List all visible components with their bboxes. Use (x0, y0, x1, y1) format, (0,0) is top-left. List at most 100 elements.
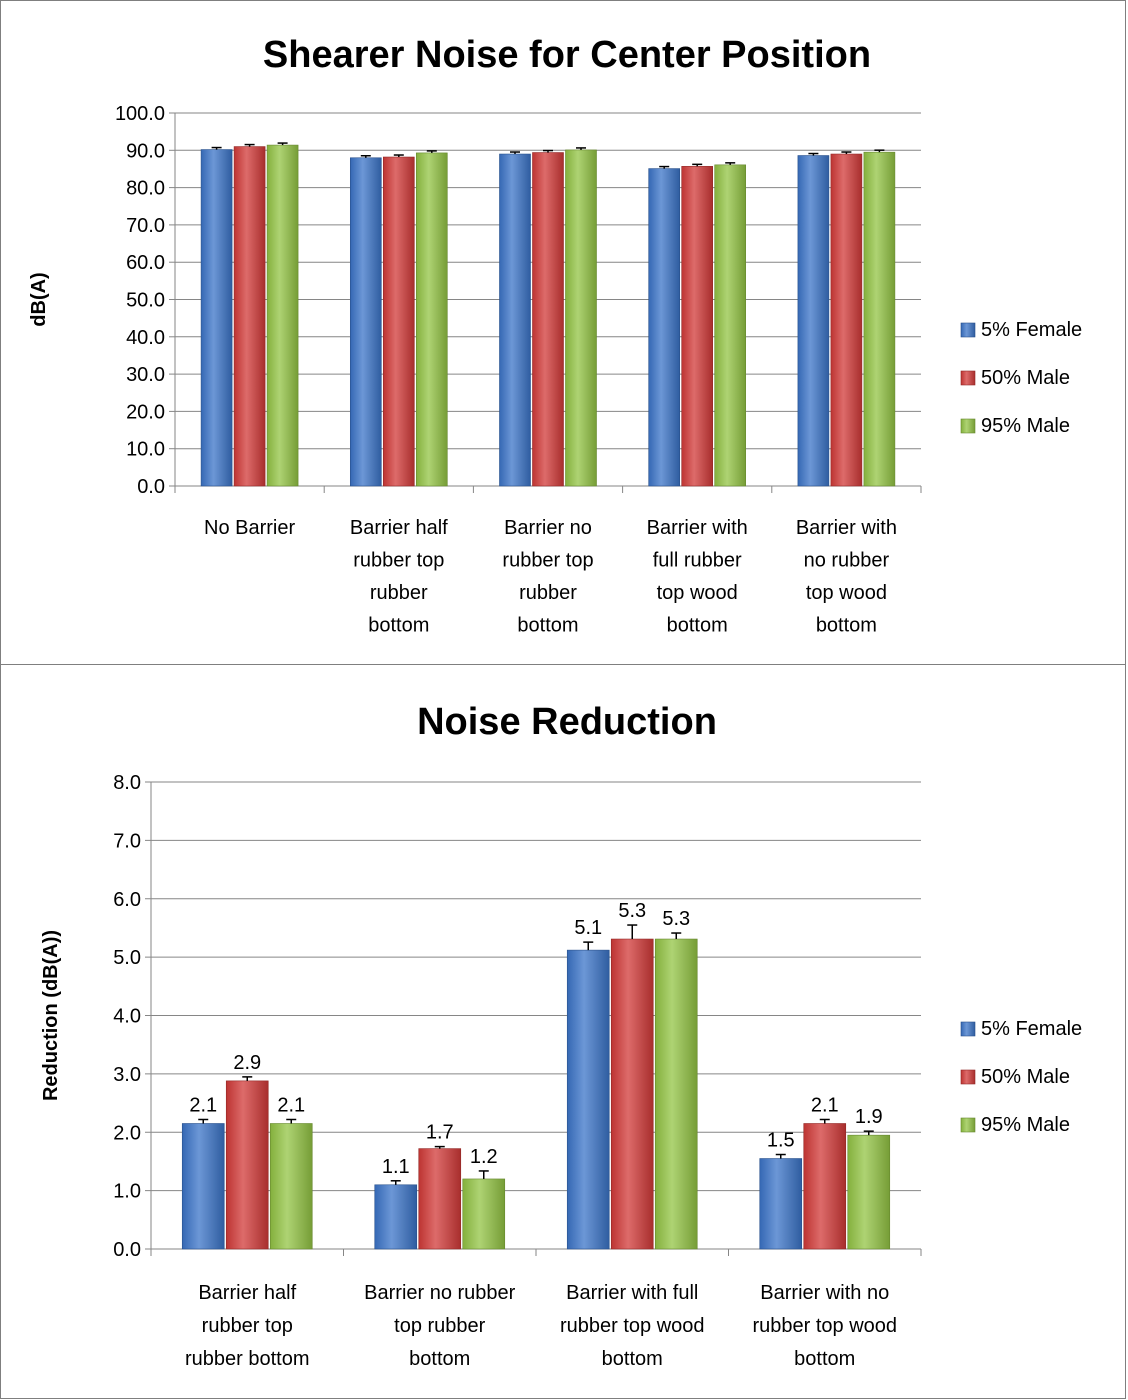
bar-5-female (797, 155, 830, 487)
chart-title: Shearer Noise for Center Position (263, 34, 871, 76)
category-label: bottom (368, 615, 429, 637)
category-label: Barrier with (796, 517, 897, 539)
bar-50-male (382, 156, 415, 487)
y-tick-label: 30.0 (126, 364, 165, 386)
category-label: Barrier with no (760, 1282, 889, 1304)
y-tick-label: 4.0 (113, 1006, 141, 1028)
category-label: top wood (657, 582, 738, 604)
bar-5-female (374, 1184, 418, 1250)
y-tick-label: 2.0 (113, 1122, 141, 1144)
y-tick-label: 6.0 (113, 889, 141, 911)
legend-swatch (960, 1069, 976, 1085)
category-label: bottom (667, 615, 728, 637)
category-label: bottom (794, 1348, 855, 1370)
y-tick-label: 10.0 (126, 439, 165, 461)
y-tick-label: 90.0 (126, 140, 165, 162)
bar-95-male (714, 164, 747, 487)
data-label: 5.3 (662, 908, 690, 930)
category-label: rubber top wood (560, 1315, 705, 1337)
category-label: Barrier no (504, 517, 592, 539)
category-label: bottom (816, 615, 877, 637)
y-tick-label: 70.0 (126, 215, 165, 237)
bar-50-male (225, 1080, 269, 1250)
y-tick-label: 40.0 (126, 327, 165, 349)
data-label: 2.9 (233, 1052, 261, 1074)
legend-label: 5% Female (981, 1018, 1082, 1040)
category-label: rubber top (202, 1315, 293, 1337)
y-tick-label: 100.0 (115, 103, 165, 125)
data-label: 2.1 (277, 1094, 305, 1116)
legend-label: 50% Male (981, 367, 1070, 389)
y-tick-label: 20.0 (126, 401, 165, 423)
data-label: 1.7 (426, 1122, 454, 1144)
chart-panel-shearer-noise: Shearer Noise for Center Position 0.0 10.0… (0, 0, 1126, 666)
y-axis-label: Reduction (dB(A)) (40, 930, 62, 1101)
bar-5-female (648, 168, 681, 487)
data-label: 5.3 (618, 900, 646, 922)
bar-50-male (830, 153, 863, 487)
chart-noise-reduction: Noise Reduction 0.0 1.0 2.0 3.0 4.0 5.0 6.0 7.0 8… (40, 701, 1082, 1370)
y-tick-label: 0.0 (113, 1239, 141, 1261)
bar-5-female (349, 157, 382, 487)
category-label: Barrier no rubber (364, 1282, 516, 1304)
y-tick-label: 60.0 (126, 252, 165, 274)
legend-label: 5% Female (981, 319, 1082, 341)
y-tick-label: 3.0 (113, 1064, 141, 1086)
category-label: bottom (409, 1348, 470, 1370)
data-label: 1.2 (470, 1146, 498, 1168)
category-label: bottom (517, 615, 578, 637)
bar-95-male (269, 1123, 313, 1250)
data-label: 1.5 (767, 1130, 795, 1152)
bar-95-male (266, 144, 299, 487)
y-tick-label: 8.0 (113, 772, 141, 794)
legend-label: 95% Male (981, 1114, 1070, 1136)
chart-shearer-noise: Shearer Noise for Center Position 0.0 10.0… (28, 34, 1082, 637)
bar-50-male (803, 1123, 847, 1250)
category-label: Barrier with (647, 517, 748, 539)
data-label: 2.1 (811, 1094, 839, 1116)
category-label: top wood (806, 582, 887, 604)
bar-95-male (462, 1178, 506, 1250)
bar-95-male (415, 152, 448, 487)
category-label: rubber bottom (185, 1348, 310, 1370)
legend-swatch (960, 1021, 976, 1037)
y-tick-label: 5.0 (113, 947, 141, 969)
y-tick-label: 0.0 (137, 476, 165, 498)
y-tick-label: 1.0 (113, 1181, 141, 1203)
data-label: 5.1 (574, 917, 602, 939)
category-label: Barrier with full (566, 1282, 698, 1304)
category-label: no rubber (804, 550, 890, 572)
bar-50-male (532, 152, 564, 487)
data-label: 1.1 (382, 1156, 410, 1178)
category-label: rubber top (502, 550, 593, 572)
legend-label: 50% Male (981, 1066, 1070, 1088)
category-label: rubber (519, 582, 577, 604)
bar-50-male (610, 938, 654, 1250)
bar-5-female (200, 149, 233, 487)
category-label: Barrier half (350, 517, 448, 539)
chart-title: Noise Reduction (417, 701, 717, 743)
bar-95-male (654, 938, 698, 1250)
bar-95-male (565, 149, 597, 487)
legend-swatch (960, 322, 976, 338)
y-tick-label: 80.0 (126, 178, 165, 200)
data-label: 1.9 (855, 1106, 883, 1128)
legend-swatch (960, 1117, 976, 1133)
category-label: top rubber (394, 1315, 486, 1337)
bar-50-male (681, 166, 714, 487)
chart-panel-noise-reduction: Noise Reduction 0.0 1.0 2.0 3.0 4.0 5.0 6.0 7.0 8… (0, 664, 1126, 1399)
bar-5-female (181, 1123, 225, 1250)
y-axis-label: dB(A) (28, 272, 50, 326)
y-tick-label: 7.0 (113, 830, 141, 852)
category-label: rubber top wood (752, 1315, 897, 1337)
category-label: rubber (370, 582, 428, 604)
bar-95-male (847, 1134, 891, 1250)
legend-label: 95% Male (981, 415, 1070, 437)
category-label: full rubber (653, 550, 742, 572)
bar-5-female (499, 153, 531, 487)
bar-50-male (418, 1148, 462, 1250)
bar-5-female (759, 1158, 803, 1250)
category-label: bottom (602, 1348, 663, 1370)
legend-swatch (960, 418, 976, 434)
bar-5-female (566, 949, 610, 1250)
